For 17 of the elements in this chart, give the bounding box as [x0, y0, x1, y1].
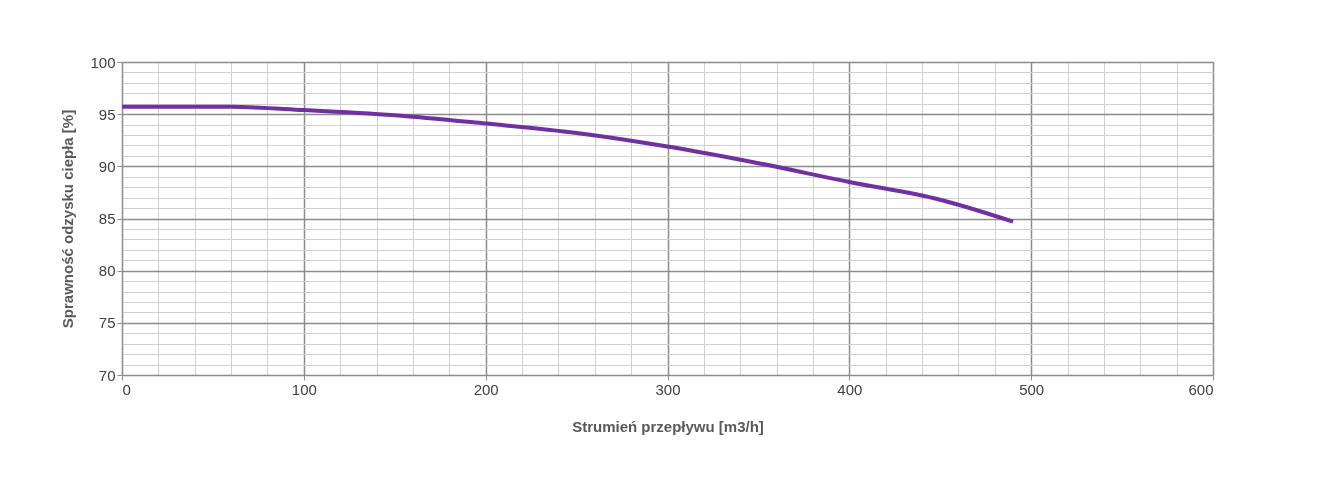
y-tick-label: 95	[98, 105, 116, 123]
x-tick-label: 0	[122, 380, 131, 398]
x-tick-label: 200	[473, 380, 499, 398]
x-tick-label: 300	[655, 380, 681, 398]
x-tick-label: 500	[1019, 380, 1045, 398]
y-tick-label: 70	[98, 366, 116, 384]
x-tick-label: 100	[291, 380, 317, 398]
y-tick-label: 75	[98, 314, 116, 332]
y-tick-label: 80	[98, 262, 116, 280]
line-series	[120, 104, 1015, 224]
x-axis-title: Strumień przepływu [m3/h]	[572, 417, 764, 435]
x-tick-label: 600	[1188, 380, 1214, 398]
y-tick-label: 90	[98, 157, 116, 175]
y-tick-label: 85	[98, 210, 116, 227]
x-tick-label: 400	[837, 380, 863, 398]
y-axis-title: Sprawność odzysku ciepła [%]	[59, 109, 77, 329]
y-tick-label: 100	[90, 53, 116, 71]
